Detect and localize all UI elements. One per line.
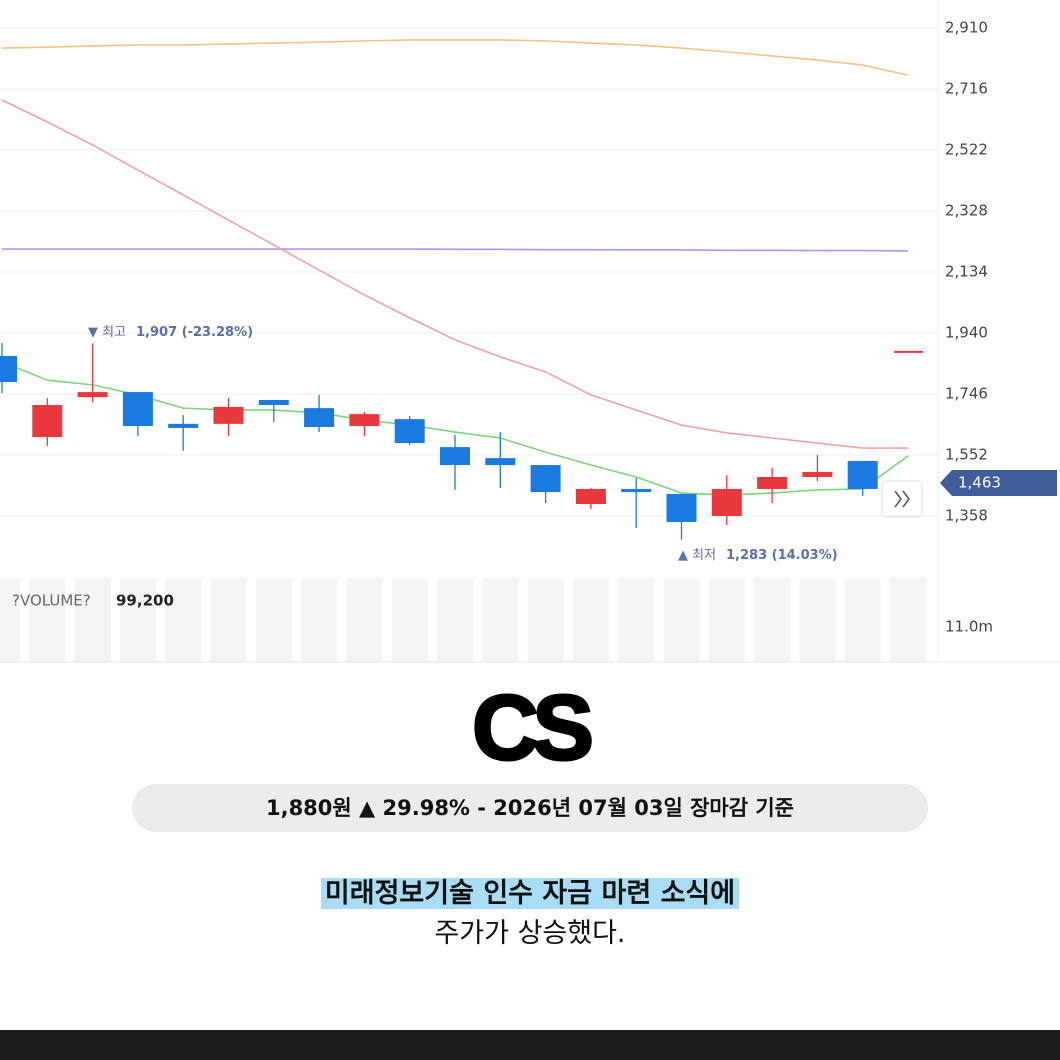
moving-average-line <box>1 39 909 76</box>
y-tick-label: 2,522 <box>945 140 988 158</box>
volume-stripe <box>572 578 609 662</box>
volume-panel <box>0 578 926 662</box>
moving-average-line <box>1 99 908 449</box>
annotation-text: 1,283 (14.03%) <box>726 548 838 563</box>
scroll-button[interactable] <box>881 480 923 518</box>
y-tick-label: 1,552 <box>945 445 988 463</box>
chevron <box>894 490 902 508</box>
price-tag <box>940 469 1057 496</box>
volume-stripe <box>663 578 700 662</box>
volume-value: 99,200 <box>116 592 174 610</box>
volume-stripe <box>482 578 519 662</box>
moving-average-line <box>2 248 909 252</box>
volume-stripe <box>29 578 66 662</box>
ticker: CS <box>471 676 596 781</box>
volume-stripe <box>301 578 338 662</box>
scroll-button-box[interactable] <box>881 480 923 518</box>
annotation-text: 1,907 (-23.28%) <box>136 325 253 340</box>
volume-stripe <box>799 578 836 662</box>
y-tick-label: 1,940 <box>945 323 988 341</box>
volume-axis-label: 11.0m <box>945 618 993 636</box>
volume-stripe <box>119 578 156 662</box>
y-tick-label: 2,328 <box>945 201 988 219</box>
candle-body <box>666 493 697 522</box>
annotation-marker: ▲ 최저 <box>678 548 716 563</box>
candle-body <box>122 392 153 427</box>
y-tick-label: 2,716 <box>945 79 988 97</box>
candle-body <box>349 414 380 427</box>
volume-label: ?VOLUME? <box>12 592 91 610</box>
volume-stripe <box>754 578 791 662</box>
y-tick-label: 2,910 <box>945 18 988 36</box>
volume-stripe <box>165 578 202 662</box>
volume-stripe <box>74 578 111 662</box>
candle-body <box>168 423 199 428</box>
volume-stripe <box>255 578 292 662</box>
candle-body <box>575 488 606 505</box>
chart: ?VOLUME? 99,200 11.0m 1,358 1,552 1,746 1,9… <box>0 0 1060 663</box>
candle-body <box>711 488 742 516</box>
y-tick-label: 2,134 <box>945 262 988 280</box>
candle-body <box>0 355 17 383</box>
annotation-marker: ▼ 최고 <box>88 325 126 340</box>
volume-stripe <box>844 578 881 662</box>
headline-line: 주가가 상승했다. <box>434 918 626 949</box>
headline: 미래정보기술 인수 자금 마련 소식에 주가가 상승했다. <box>0 874 1060 954</box>
candle-body <box>304 408 335 427</box>
candle-body <box>847 460 878 489</box>
volume-stripe <box>708 578 745 662</box>
volume-stripe <box>346 578 383 662</box>
candle-body <box>757 476 788 489</box>
volume-stripe <box>391 578 428 662</box>
candle-body <box>621 488 652 493</box>
volume-stripe <box>618 578 655 662</box>
volume-stripe <box>210 578 247 662</box>
volume-stripe <box>437 578 473 662</box>
candle-body <box>440 447 470 466</box>
y-tick-label: 1,746 <box>945 384 988 402</box>
candle-body <box>394 419 425 444</box>
candle-body <box>213 406 244 424</box>
candle-body <box>32 404 63 438</box>
price-tag-label: 1,463 <box>958 473 1001 491</box>
moving-average-line <box>1 361 909 496</box>
footer-bar <box>0 1030 1060 1060</box>
candle-body <box>802 471 833 477</box>
price-line: 1,880원 ▲ 29.98% - 2026년 07월 03일 장마감 기준 <box>132 784 928 832</box>
candle-body <box>258 399 289 405</box>
candle-body <box>485 458 516 466</box>
candle-body <box>77 392 108 398</box>
headline-line: 미래정보기술 인수 자금 마련 소식에 <box>320 878 740 909</box>
y-tick-label: 1,358 <box>945 506 988 524</box>
volume-stripe <box>527 578 564 662</box>
volume-stripe <box>890 578 926 662</box>
volume-stripe <box>0 578 20 662</box>
candle-body <box>530 465 561 493</box>
chevron <box>902 490 910 508</box>
